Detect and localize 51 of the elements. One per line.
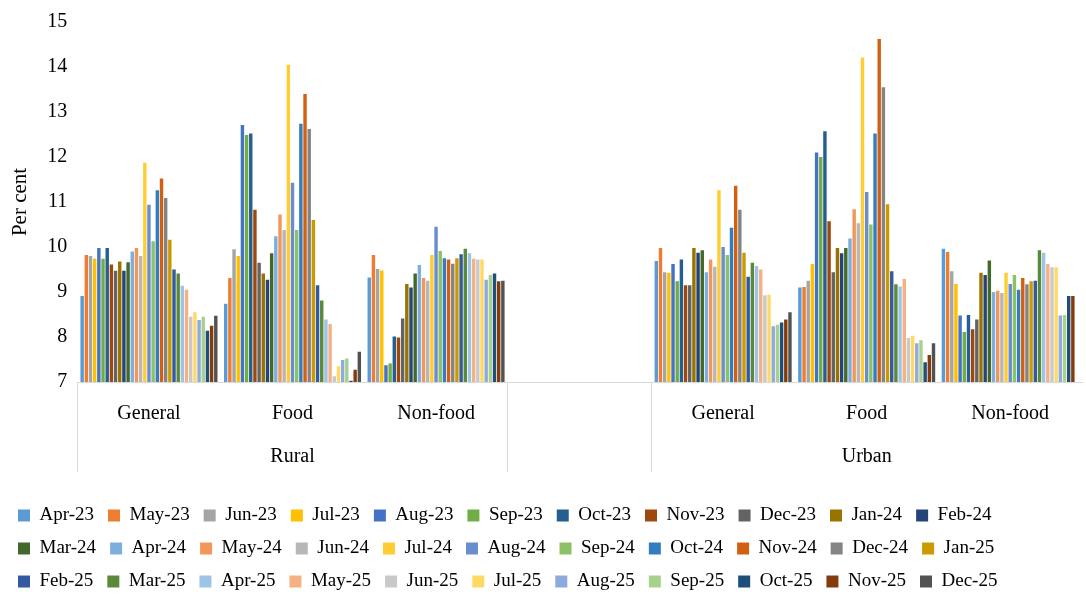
- y-tick-label: 10: [47, 234, 68, 257]
- legend-label: Jul-23: [312, 503, 360, 525]
- legend-label: May-25: [310, 569, 372, 591]
- legend-label: Jul-24: [404, 536, 453, 558]
- legend-label: Jan-25: [943, 536, 995, 558]
- legend-label: Aug-24: [487, 536, 547, 558]
- y-tick-label: 8: [57, 324, 68, 347]
- y-tick-label: 15: [47, 9, 68, 32]
- legend-label: Sep-24: [581, 536, 636, 558]
- y-axis-title: Per cent: [7, 167, 32, 237]
- legend-label: Sep-23: [488, 503, 543, 525]
- legend-label: Oct-25: [759, 569, 813, 591]
- legend-label: Aug-25: [576, 569, 635, 591]
- legend-label: Dec-25: [941, 569, 998, 591]
- y-tick-label: 12: [47, 144, 68, 167]
- legend-label: Jun-24: [317, 536, 370, 558]
- legend-label: Nov-24: [758, 536, 818, 558]
- text: Rural: [270, 444, 316, 467]
- legend-label: Jul-25: [493, 569, 542, 591]
- y-tick-label: 13: [47, 99, 68, 122]
- legend-label: Nov-23: [666, 503, 725, 525]
- y-tick-label: 14: [47, 54, 68, 77]
- legend-label: Feb-25: [39, 569, 94, 591]
- legend-label: Oct-24: [670, 536, 724, 558]
- legend-label: Dec-23: [760, 503, 816, 525]
- legend-label: Mar-24: [39, 536, 97, 558]
- legend-label: Aug-23: [395, 503, 454, 525]
- legend-label: Jun-23: [225, 503, 277, 525]
- legend-label: Jun-25: [406, 569, 459, 591]
- legend-label: Apr-23: [39, 503, 94, 525]
- legend-label: Feb-24: [937, 503, 992, 525]
- legend-label: Sep-25: [670, 569, 725, 591]
- y-tick-label: 11: [47, 189, 68, 212]
- x-tick-label: Non-food: [397, 401, 475, 424]
- x-tick-label: Non-food: [971, 401, 1050, 424]
- legend-label: Mar-25: [128, 569, 186, 591]
- legend-label: Jan-24: [851, 503, 903, 525]
- legend-label: Apr-24: [131, 536, 187, 558]
- x-tick-label: General: [117, 401, 182, 424]
- x-tick-label: Food: [271, 401, 314, 424]
- legend-label: Oct-23: [578, 503, 632, 525]
- legend-label: Apr-25: [220, 569, 276, 591]
- x-tick-label: General: [691, 401, 756, 424]
- y-tick-label: 7: [57, 369, 68, 392]
- legend-label: May-23: [129, 503, 190, 525]
- y-tick-label: 9: [57, 279, 68, 302]
- text: Urban: [841, 444, 892, 467]
- legend-label: May-24: [221, 536, 283, 558]
- x-tick-label: Food: [846, 401, 888, 424]
- legend-label: Dec-24: [852, 536, 909, 558]
- legend-label: Nov-25: [847, 569, 906, 591]
